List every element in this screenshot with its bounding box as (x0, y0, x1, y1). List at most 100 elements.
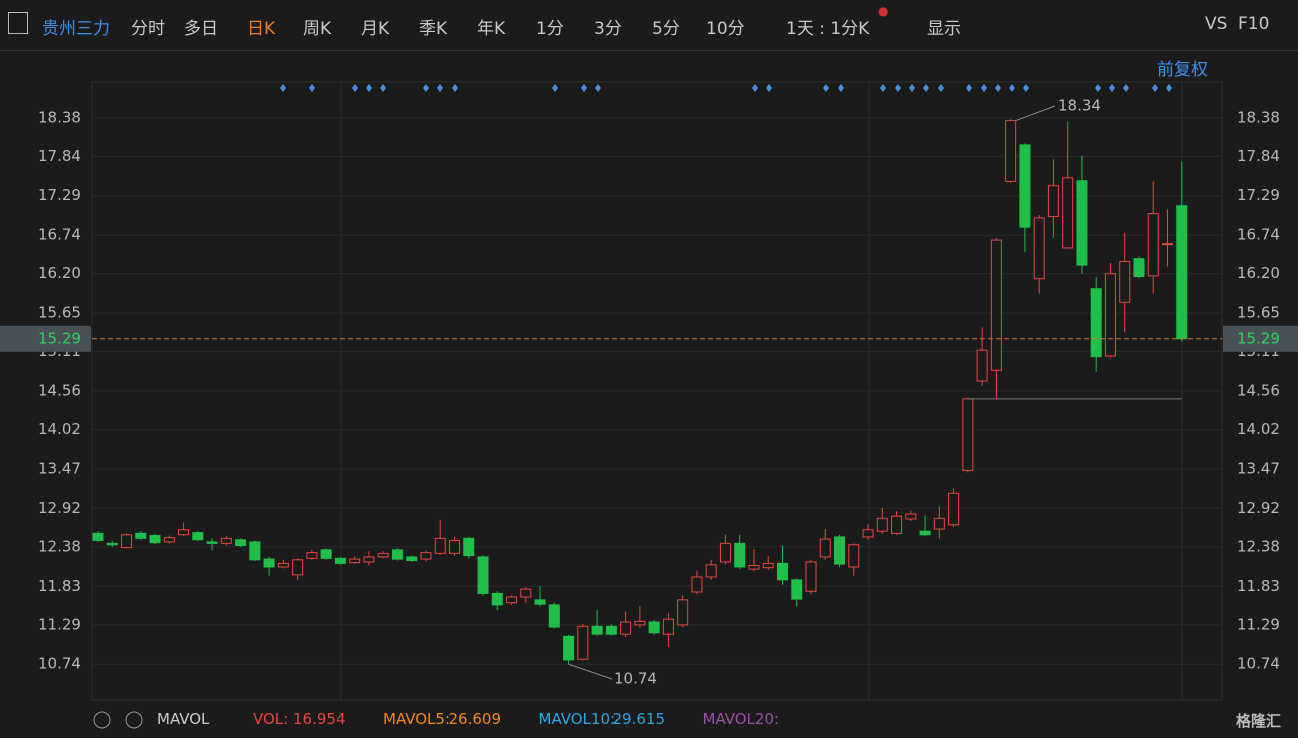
candle-body (491, 592, 503, 606)
y-tick-label: 16.74 (38, 226, 81, 244)
candle-body (1147, 213, 1159, 277)
candle-body (919, 530, 931, 536)
tab[interactable]: 分时 (131, 19, 165, 39)
candle-body (249, 541, 261, 561)
candle-body (306, 552, 318, 559)
y-tick-label: 12.92 (38, 499, 81, 517)
adjust[interactable]: 前复权 (1157, 60, 1208, 80)
candle-body (1104, 273, 1116, 357)
candle-body (534, 599, 546, 605)
marker (1023, 84, 1029, 92)
tab[interactable]: 10分 (706, 19, 745, 39)
min-label: 10.74 (614, 670, 657, 688)
candle-body (235, 539, 247, 546)
y-tick-label: 17.29 (38, 186, 81, 204)
tab[interactable]: 多日 (184, 19, 218, 39)
y-tick-label: 11.83 (38, 577, 81, 595)
candle-body (577, 625, 589, 660)
candle-body (149, 534, 161, 544)
marker (938, 84, 944, 92)
y-tick-label: 14.56 (38, 382, 81, 400)
y-tick-label-right: 18.38 (1237, 108, 1280, 126)
candle-body (791, 579, 803, 600)
max-leader (1015, 105, 1056, 122)
y-tick-label: 13.47 (38, 459, 81, 477)
candle-body (163, 537, 175, 543)
tab[interactable]: 3分 (594, 19, 622, 39)
y-tick-label-right: 14.56 (1237, 382, 1280, 400)
candle-body (876, 517, 888, 532)
f10[interactable]: F10 (1238, 14, 1270, 34)
dot: ● (878, 4, 889, 18)
tab[interactable]: 1分 (536, 19, 564, 39)
candle-body (591, 625, 603, 635)
marker (1123, 84, 1129, 92)
candle-body (990, 239, 1002, 371)
tab[interactable]: 周K (303, 19, 332, 39)
candle-body (677, 599, 689, 626)
candle-body (605, 625, 617, 635)
indicator-name[interactable]: MAVOL (157, 710, 210, 728)
marker (581, 84, 587, 92)
marker (766, 84, 772, 92)
marker (280, 84, 286, 92)
marker (909, 84, 915, 92)
y-tick-label: 10.74 (38, 655, 81, 673)
last-price-label: 15.29 (38, 329, 81, 347)
candle-body (548, 604, 560, 628)
indicator-label: MAVOL5: (383, 710, 451, 728)
display[interactable]: 显示 (927, 19, 961, 39)
y-tick-label-right: 11.83 (1237, 577, 1280, 595)
candle-body (520, 588, 532, 598)
candle-body (463, 537, 475, 557)
stock-name[interactable]: 贵州三力 (42, 19, 110, 39)
candle-body (762, 562, 774, 569)
tab[interactable]: 5分 (652, 19, 680, 39)
tab[interactable]: 季K (419, 19, 448, 39)
tab[interactable]: 日K (247, 19, 276, 39)
vs[interactable]: VS (1205, 14, 1228, 34)
marker (752, 84, 758, 92)
marker (995, 84, 1001, 92)
candle-body (662, 618, 674, 635)
candle-body (363, 556, 375, 563)
marker (366, 84, 372, 92)
candle-body (377, 552, 389, 558)
tab[interactable]: 月K (361, 19, 390, 39)
y-tick-label-right: 16.20 (1237, 264, 1280, 282)
last-price-box-right (1223, 325, 1298, 352)
candle-body (719, 542, 731, 563)
marker (352, 84, 358, 92)
candle-body (178, 529, 190, 536)
candle-body (819, 538, 831, 558)
period[interactable]: 1天 : 1分K (786, 19, 870, 39)
marker (1109, 84, 1115, 92)
marker (437, 84, 443, 92)
candle-body (206, 541, 218, 544)
candle-body (391, 549, 403, 560)
y-tick-label-right: 15.65 (1237, 304, 1280, 322)
candle-body (192, 532, 204, 541)
candle-body (277, 562, 289, 568)
marker (923, 84, 929, 92)
indicator-label: MAVOL10: (538, 710, 616, 728)
candle-body (135, 532, 147, 539)
tab[interactable]: 年K (477, 19, 506, 39)
candle-body (1162, 243, 1173, 246)
candle-body (948, 492, 960, 526)
menu-icon[interactable] (8, 12, 28, 34)
candle-body (691, 576, 703, 593)
candle-body (834, 536, 846, 565)
candle-body (406, 556, 418, 562)
candle-body (1133, 258, 1145, 278)
marker (380, 84, 386, 92)
y-tick-label-right: 12.92 (1237, 499, 1280, 517)
y-tick-label: 16.20 (38, 264, 81, 282)
marker (1152, 84, 1158, 92)
candle-body (477, 556, 489, 594)
last-price-box (0, 325, 91, 352)
candle-body (121, 534, 133, 549)
logo: 格隆汇 (1236, 712, 1282, 730)
marker (966, 84, 972, 92)
candle-body (506, 596, 518, 604)
